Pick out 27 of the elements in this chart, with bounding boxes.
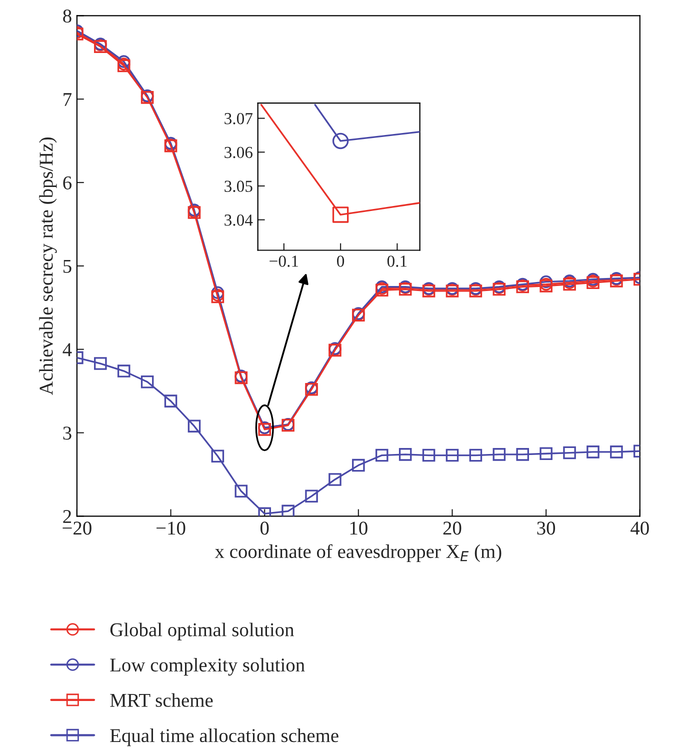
x-tick-label: 0 <box>260 522 269 535</box>
x-tick-label: 0.1 <box>387 256 407 267</box>
x-tick-label: −0.1 <box>270 256 298 267</box>
x-axis-title: x coordinate of eavesdropper X$_{E}$ (m) <box>214 544 502 562</box>
x-tick-label: −10 <box>156 522 186 535</box>
y-tick-label: 3.04 <box>224 214 253 226</box>
y-tick-label: 2 <box>63 510 72 523</box>
legend-label: MRT scheme <box>110 693 213 707</box>
x-tick-label: 20 <box>443 522 462 535</box>
y-tick-label: 3 <box>63 426 72 440</box>
y-axis-title: Achievable secrecy rate (bps/Hz) <box>39 138 57 396</box>
y-tick-label: 8 <box>63 10 72 23</box>
y-tick-label: 4 <box>62 343 72 356</box>
y-tick-label: 7 <box>64 93 72 106</box>
y-tick-label: 6 <box>63 176 72 190</box>
y-tick-label: 3.05 <box>224 180 252 192</box>
x-tick-label: −20 <box>62 522 92 535</box>
legend-label: Low complexity solution <box>110 658 305 676</box>
x-tick-label: 0 <box>337 256 344 267</box>
y-tick-label: 3.06 <box>224 146 252 158</box>
legend-label: Equal time allocation scheme <box>110 728 338 746</box>
y-tick-label: 3.07 <box>224 113 253 124</box>
x-tick-label: 30 <box>537 522 556 535</box>
x-tick-label: 10 <box>350 522 368 535</box>
x-tick-label: 40 <box>630 522 649 535</box>
legend-label: Global optimal solution <box>110 622 294 640</box>
y-tick-label: 5 <box>63 260 72 273</box>
